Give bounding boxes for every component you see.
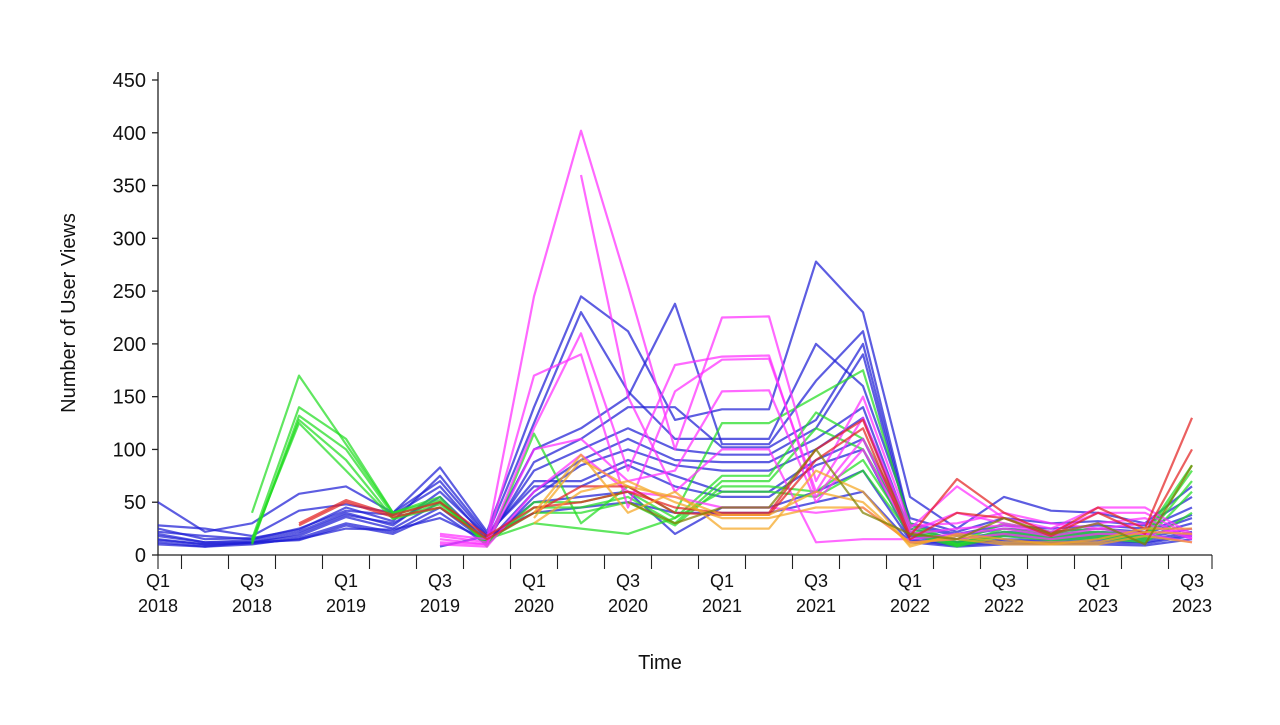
series-group (157, 129, 1194, 548)
x-tick-label: 2023 (1078, 596, 1118, 616)
y-tick-label: 150 (113, 387, 146, 409)
x-tick-label: Q1 (710, 571, 734, 591)
x-tick-label: 2020 (514, 596, 554, 616)
series-line (250, 422, 1193, 548)
x-tick-label: 2022 (890, 596, 930, 616)
x-tick-label: Q1 (334, 571, 358, 591)
x-tick-label: 2019 (326, 596, 366, 616)
x-tick-label: Q3 (992, 571, 1016, 591)
y-tick-label: 50 (124, 492, 146, 514)
y-tick-label: 300 (113, 228, 146, 250)
series-line (533, 458, 1193, 546)
y-tick-label: 450 (113, 70, 146, 92)
x-tick-label: Q3 (1180, 571, 1204, 591)
x-tick-label: 2021 (702, 596, 742, 616)
series-line (439, 453, 1193, 548)
series-line (157, 437, 1193, 546)
x-tick-label: 2022 (984, 596, 1024, 616)
x-tick-label: Q1 (898, 571, 922, 591)
x-axis-title: Time (638, 652, 682, 674)
series-line (579, 174, 1193, 544)
x-tick-label: Q3 (804, 571, 828, 591)
x-tick-label: 2023 (1172, 596, 1212, 616)
y-axis-title: Number of User Views (58, 213, 80, 413)
x-tick-label: 2021 (796, 596, 836, 616)
x-tick-label: Q1 (522, 571, 546, 591)
series-line (157, 260, 1193, 533)
x-tick-label: 2020 (608, 596, 648, 616)
series-line (533, 453, 1192, 548)
x-tick-label: Q3 (616, 571, 640, 591)
tick-labels: 0 50 100 150 200 250 300 350 400 450 Q1 2018 Q3 2018 Q… (113, 70, 1212, 616)
axes (152, 72, 1213, 569)
x-tick-label: 2018 (138, 596, 178, 616)
x-tick-label: Q1 (1086, 571, 1110, 591)
x-tick-label: 2018 (232, 596, 272, 616)
series-line (533, 480, 1193, 546)
y-tick-label: 0 (135, 545, 146, 567)
series-line (157, 302, 1193, 541)
y-tick-label: 200 (113, 334, 146, 356)
x-tick-label: 2019 (420, 596, 460, 616)
y-tick-label: 250 (113, 281, 146, 303)
series-line (627, 448, 1193, 546)
x-tick-label: Q3 (428, 571, 452, 591)
y-tick-label: 350 (113, 176, 146, 198)
x-tick-label: Q3 (240, 571, 264, 591)
y-tick-label: 400 (113, 123, 146, 145)
x-tick-label: Q1 (146, 571, 170, 591)
y-tick-label: 100 (113, 439, 146, 461)
